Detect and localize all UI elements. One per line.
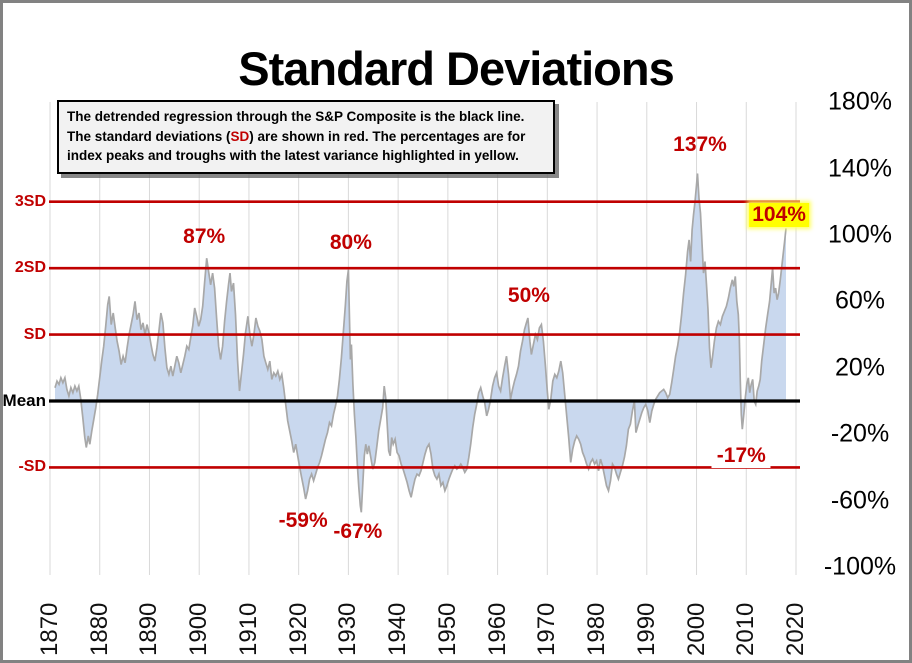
x-axis-tick-label: 1870 [36,602,63,656]
annotation-137pct: 137% [673,133,727,157]
sd-line-label--sd: -SD [18,458,46,476]
x-axis-tick-label: 1960 [483,602,511,656]
x-axis-tick-label: 1900 [185,602,213,656]
x-axis-tick-label: 1880 [85,602,113,656]
y-axis-tick-label: 60% [834,286,886,315]
x-axis-tick-label: 1890 [135,602,163,656]
x-axis-tick-label: 2020 [781,602,809,656]
x-axis-tick-label: 1930 [334,602,362,656]
annotation-104pct: 104% [749,203,809,227]
x-axis-tick-label: 2000 [682,602,710,656]
x-axis-tick-label: 1940 [384,602,412,656]
sd-line-label-sd: SD [23,325,46,343]
x-axis-tick-label: 2010 [732,602,760,656]
page-title: Standard Deviations [238,42,674,96]
variance-area-series [55,173,786,513]
x-axis-tick-label: 1920 [284,602,312,656]
x-axis-tick-label: 1950 [433,602,461,656]
sd-line-label-2sd: 2SD [14,259,46,277]
note-line-1: The detrended regression through the S&P… [67,109,525,124]
y-axis-tick-label: -100% [823,552,897,581]
mean-line-label: Mean [2,391,46,410]
annotation--17pct: -17% [711,443,771,468]
annotation-80pct: 80% [329,231,372,255]
annotation-50pct: 50% [507,284,550,308]
y-axis-tick-label: -20% [830,419,890,448]
annotation--67pct: -67% [333,520,383,544]
note-line-3: index peaks and troughs with the latest … [67,148,519,164]
annotation-87pct: 87% [183,224,226,248]
note-line-2: The standard deviations (SD) are shown i… [67,128,526,144]
variance-curve [54,173,787,513]
y-axis-tick-label: 20% [834,353,886,382]
sd-line-label-3sd: 3SD [14,192,46,210]
y-axis-tick-label: -60% [830,486,890,515]
note-box: The detrended regression through the S&P… [57,100,555,174]
note-sd-red-text: SD [230,128,250,144]
y-axis-tick-label: 100% [828,220,892,249]
y-axis-tick-label: 180% [828,87,892,116]
annotation--59pct: -59% [278,508,328,532]
x-axis-tick-label: 1910 [234,602,262,656]
x-axis-tick-label: 1970 [533,602,561,656]
y-axis-tick-label: 140% [828,154,892,182]
x-axis-tick-label: 1980 [583,602,611,656]
x-axis-tick-label: 1990 [632,602,660,656]
